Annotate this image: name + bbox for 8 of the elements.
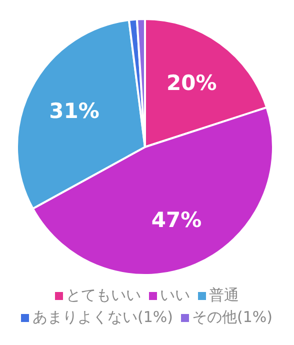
data-label: 31% [49, 98, 100, 123]
legend-label: その他(1%) [192, 308, 273, 326]
data-label: 47% [151, 208, 202, 232]
data-label: 20% [166, 70, 217, 95]
legend-label: あまりよくない(1%) [32, 308, 173, 326]
legend-label: いい [160, 286, 190, 304]
legend-label: 普通 [209, 286, 239, 304]
legend-label: とてもいい [66, 286, 141, 304]
